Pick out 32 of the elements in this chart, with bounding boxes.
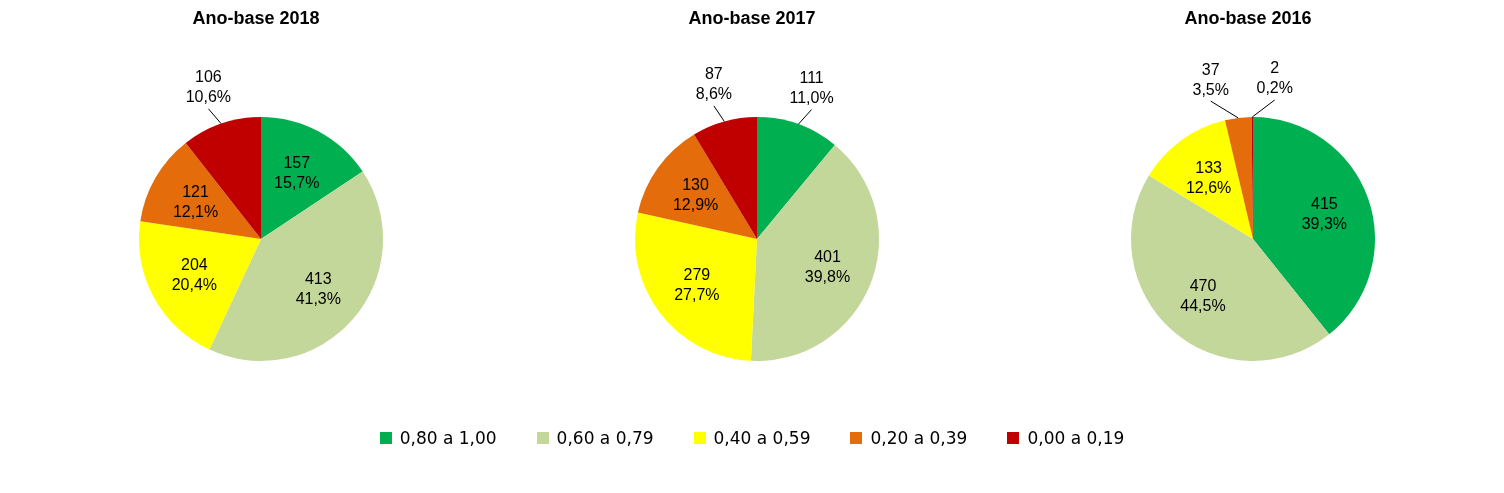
chart-title: Ano-base 2018 <box>191 8 321 30</box>
data-label: 2 0,2% <box>1256 59 1293 97</box>
legend-label: 0,40 a 0,59 <box>713 428 811 448</box>
data-label: 470 44,5% <box>1180 277 1226 315</box>
data-label: 279 27,7% <box>674 266 720 304</box>
pie-slice <box>757 117 835 239</box>
data-label: 157 15,7% <box>274 153 320 191</box>
data-label: 121 12,1% <box>172 182 219 220</box>
pie-slice <box>1253 117 1375 335</box>
data-label: 106 10,6% <box>185 68 232 106</box>
chart-title: Ano-base 2017 <box>687 8 817 30</box>
pie-slice <box>637 134 757 239</box>
legend-label: 0,80 a 1,00 <box>399 428 497 448</box>
legend-label: 0,00 a 0,19 <box>1027 428 1125 448</box>
pie-slice <box>140 143 261 239</box>
pie-slice <box>750 145 879 361</box>
data-label: 111 11,0% <box>789 69 834 106</box>
data-label: 133 12,6% <box>1185 159 1232 197</box>
chart-title: Ano-base 2016 <box>1183 8 1313 30</box>
pie-slice <box>139 221 261 350</box>
data-label: 413 41,3% <box>295 269 342 307</box>
data-label: 415 39,3% <box>1301 195 1348 233</box>
legend-label: 0,20 a 0,39 <box>870 428 968 448</box>
pie-slice <box>635 212 757 361</box>
data-label: 130 12,9% <box>672 176 719 214</box>
data-label: 87 8,6% <box>695 65 733 103</box>
pie-slice <box>261 117 363 239</box>
data-label: 204 20,4% <box>171 256 218 294</box>
legend-label: 0,60 a 0,79 <box>556 428 654 448</box>
pie-slice <box>1148 120 1253 239</box>
data-label: 401 39,8% <box>804 247 851 285</box>
data-label: 37 3,5% <box>1192 60 1229 98</box>
